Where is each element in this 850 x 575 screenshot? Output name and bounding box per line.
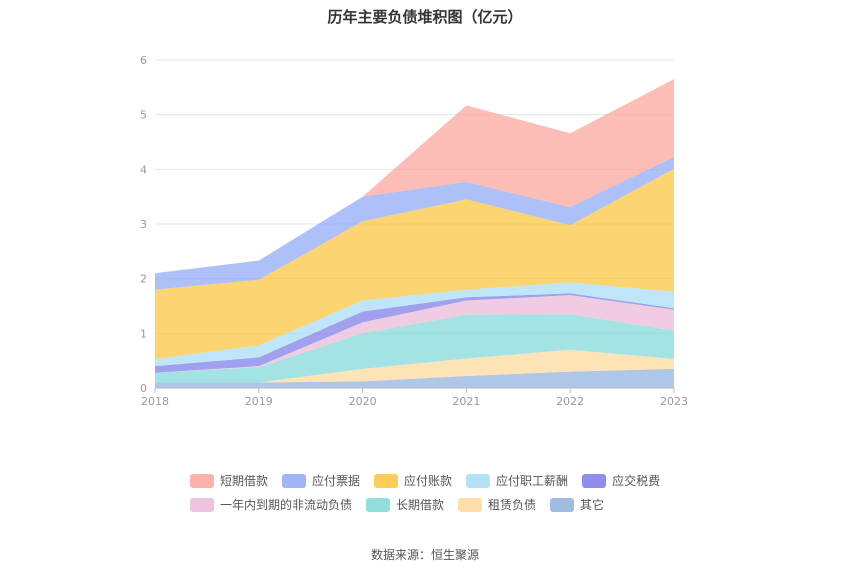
- legend-item[interactable]: 其它: [550, 496, 604, 513]
- legend-label: 应付票据: [312, 474, 361, 488]
- y-tick-label: 3: [140, 218, 147, 231]
- legend-label: 应交税费: [612, 474, 661, 488]
- area-8: [155, 79, 674, 274]
- legend-item[interactable]: 应交税费: [582, 472, 660, 489]
- area-1: [155, 349, 674, 383]
- y-tick-label: 6: [140, 54, 147, 67]
- data-source-note: 数据来源：恒生聚源: [370, 548, 479, 562]
- legend-item[interactable]: 应付账款: [374, 472, 452, 489]
- legend-label: 租赁负债: [488, 498, 537, 512]
- legend-item[interactable]: 应付票据: [282, 472, 360, 489]
- area-0: [155, 368, 674, 388]
- area-6: [155, 168, 674, 359]
- chart-title: 历年主要负债堆积图（亿元）: [327, 8, 523, 26]
- legend-label: 其它: [580, 498, 605, 512]
- legend-label: 短期借款: [220, 474, 269, 488]
- x-tick-label: 2023: [660, 395, 688, 408]
- area-4: [155, 293, 674, 373]
- area-7: [155, 156, 674, 290]
- legend-item[interactable]: 一年内到期的非流动负债: [190, 496, 352, 513]
- y-tick-label: 4: [140, 163, 147, 176]
- legend-swatch: [466, 473, 491, 488]
- legend-swatch: [550, 497, 575, 512]
- legend-swatch: [190, 473, 214, 488]
- legend-swatch: [374, 473, 399, 488]
- legend-swatch: [282, 473, 307, 488]
- legend-swatch: [190, 497, 214, 512]
- legend-label: 应付职工薪酬: [496, 474, 569, 488]
- y-tick-label: 1: [140, 327, 147, 340]
- legend-swatch: [582, 473, 607, 488]
- area-series: [155, 79, 674, 388]
- axes: 0 1 2 3 4 5 6 2018 2019 2020 2021 2022 2023: [140, 54, 688, 408]
- y-tick-label: 2: [140, 273, 147, 286]
- x-tick-label: 2019: [245, 395, 273, 408]
- x-tick-label: 2021: [452, 395, 480, 408]
- area-5: [155, 282, 674, 367]
- y-tick-label: 5: [140, 109, 147, 122]
- legend-item[interactable]: 短期借款: [190, 472, 268, 489]
- legend-swatch: [458, 497, 483, 512]
- area-3: [155, 295, 674, 373]
- legend: 短期借款 应付票据 应付账款 应付职工薪酬 应交税费一年内到期的非流动负债 长期借款 租赁负…: [190, 472, 670, 513]
- x-tick-label: 2018: [141, 395, 169, 408]
- y-tick-label: 0: [140, 382, 147, 395]
- x-tick-label: 2020: [349, 395, 377, 408]
- legend-item[interactable]: 长期借款: [366, 496, 444, 513]
- legend-item[interactable]: 租赁负债: [458, 496, 536, 513]
- legend-label: 应付账款: [404, 474, 453, 488]
- legend-label: 一年内到期的非流动负债: [220, 498, 353, 512]
- legend-item[interactable]: 应付职工薪酬: [466, 472, 568, 489]
- legend-swatch: [366, 497, 391, 512]
- area-2: [155, 314, 674, 383]
- x-tick-label: 2022: [556, 395, 584, 408]
- legend-label: 长期借款: [396, 498, 445, 512]
